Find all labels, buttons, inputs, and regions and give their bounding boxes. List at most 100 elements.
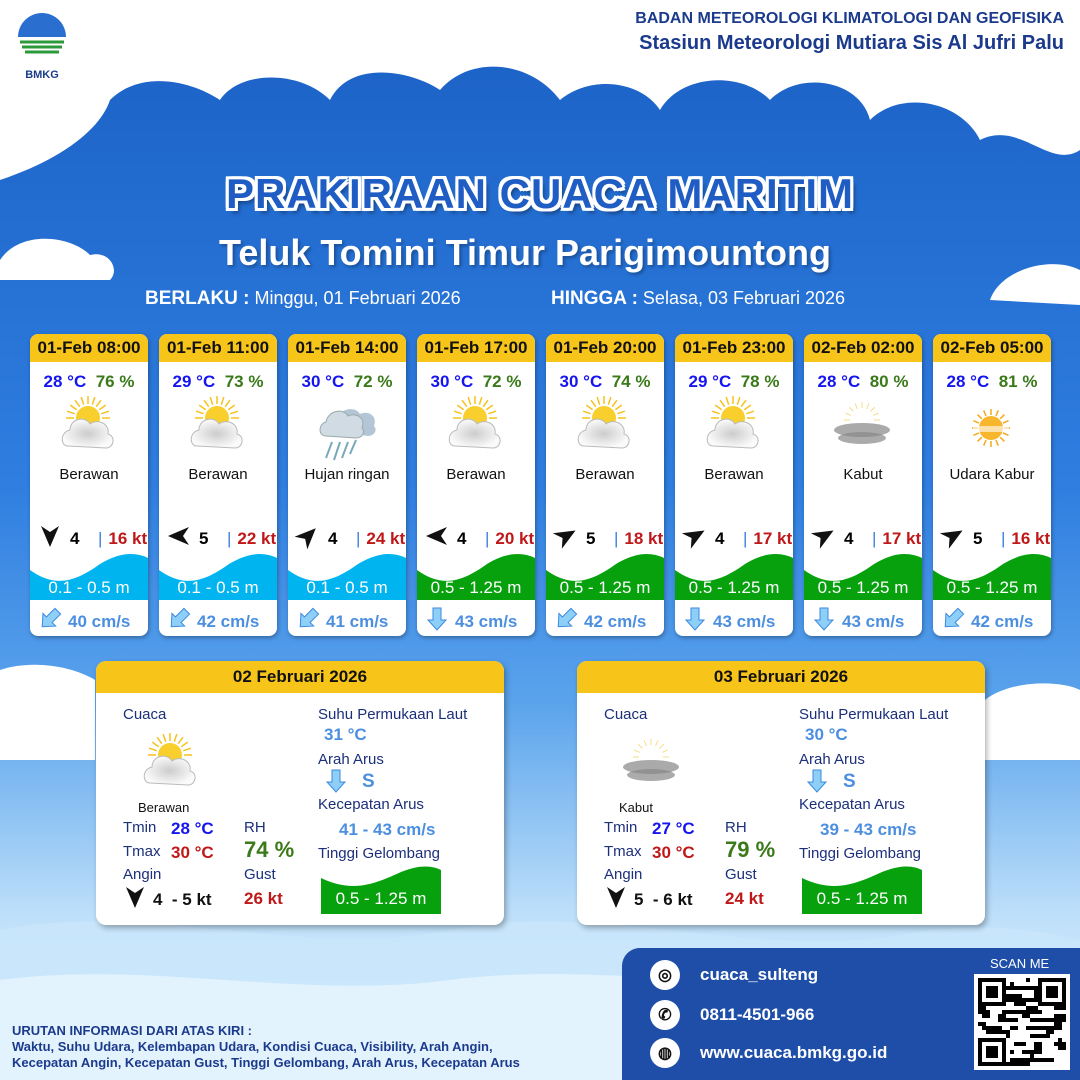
wind-direction-icon <box>425 524 449 553</box>
gust-speed: 20 kt <box>495 528 535 548</box>
current-direction: S <box>843 771 856 792</box>
current-speed: 43 cm/s <box>455 611 518 631</box>
instagram-contact[interactable]: ◎ cuaca_sulteng <box>650 960 818 990</box>
forecast-time: 01-Feb 11:00 <box>159 334 277 362</box>
globe-icon: ◍ <box>650 1038 680 1068</box>
wind-direction-icon <box>681 524 707 553</box>
wind-direction-icon <box>38 524 62 553</box>
wave-label: Tinggi Gelombang <box>799 845 922 862</box>
light-rain-icon <box>288 392 406 466</box>
sst-label: Suhu Permukaan Laut <box>318 706 468 723</box>
fog-icon <box>621 733 683 804</box>
bmkg-logo: BMKG <box>14 12 70 81</box>
current-speed: 43 cm/s <box>713 611 776 631</box>
wave-height: 0.5 - 1.25 m <box>816 889 908 908</box>
wind-label: Angin <box>123 866 162 883</box>
organization-header: BADAN METEOROLOGI KLIMATOLOGI DAN GEOFIS… <box>635 10 1064 55</box>
wind-speed: 5 <box>586 528 596 548</box>
divider: | <box>1001 528 1006 548</box>
humidity: 80 % <box>869 372 909 391</box>
weather-condition: Kabut <box>843 466 883 483</box>
wave-height: 0.5 - 1.25 m <box>559 578 651 597</box>
wind-direction-icon <box>939 524 965 553</box>
wave-height: 0.5 - 1.25 m <box>335 889 427 908</box>
tmax: 30 °C <box>652 843 695 862</box>
wind-speed: 4 <box>328 528 338 548</box>
gust-speed: 16 kt <box>1011 528 1051 548</box>
divider: | <box>356 528 361 548</box>
website-link[interactable]: ◍ www.cuaca.bmkg.go.id <box>650 1038 887 1068</box>
forecast-card: 02-Feb 02:00 28 °C 80 % Kabut 4 | 17 kt 0.… <box>804 334 922 636</box>
temperature: 29 °C <box>688 372 732 391</box>
wind-speed: 4 <box>715 528 725 548</box>
current-direction-icon <box>941 607 965 636</box>
wave-height: 0.5 - 1.25 m <box>946 578 1038 597</box>
contact-footer: ◎ cuaca_sulteng ✆ 0811-4501-966 ◍ www.cuaca… <box>622 948 1080 1080</box>
instagram-icon: ◎ <box>650 960 680 990</box>
weather-condition: Berawan <box>188 466 248 483</box>
wind-label: Angin <box>604 866 643 883</box>
daily-summary-panel: 03 Februari 2026 Cuaca Kabut Tmin 27 °C … <box>577 661 985 925</box>
forecast-card: 01-Feb 20:00 30 °C 74 % Berawan 5 | 18 kt … <box>546 334 664 636</box>
current-direction-icon <box>167 607 191 636</box>
weather-condition: Hujan ringan <box>304 466 390 483</box>
wave-height: 0.1 - 0.5 m <box>177 578 259 597</box>
wave-height-graphic <box>288 554 406 600</box>
weather-condition: Berawan <box>59 466 119 483</box>
wind-direction-icon <box>604 885 628 914</box>
page-title: PRAKIRAAN CUACA MARITIM <box>225 170 855 217</box>
wave-height: 0.1 - 0.5 m <box>306 578 388 597</box>
cloudy-icon <box>417 392 535 466</box>
forecast-card: 01-Feb 23:00 29 °C 78 % Berawan 4 | 17 kt … <box>675 334 793 636</box>
temperature: 28 °C <box>817 372 861 391</box>
gust: 24 kt <box>725 889 764 908</box>
temperature: 28 °C <box>43 372 87 391</box>
humidity: 78 % <box>740 372 780 391</box>
humidity: 81 % <box>998 372 1038 391</box>
gust-speed: 17 kt <box>753 528 793 548</box>
tmin: 28 °C <box>171 819 214 838</box>
qr-code[interactable] <box>974 974 1070 1070</box>
current-speed: 39 - 43 cm/s <box>820 820 917 839</box>
gust-label: Gust <box>244 866 276 883</box>
phone-contact[interactable]: ✆ 0811-4501-966 <box>650 1000 814 1030</box>
current-speed: 41 cm/s <box>326 611 389 631</box>
cloudy-icon <box>159 392 277 466</box>
forecast-time: 02-Feb 02:00 <box>804 334 922 362</box>
wind-speed: 5 <box>973 528 983 548</box>
current-direction-icon <box>425 607 449 636</box>
current-speed: 42 cm/s <box>971 611 1034 631</box>
divider: | <box>98 528 103 548</box>
wind-direction-icon <box>810 524 836 553</box>
wind-speed: 4 <box>844 528 854 548</box>
temperature: 28 °C <box>946 372 990 391</box>
panel-date: 03 Februari 2026 <box>577 661 985 693</box>
gust-speed: 16 kt <box>108 528 148 548</box>
temperature: 29 °C <box>172 372 216 391</box>
forecast-time: 01-Feb 17:00 <box>417 334 535 362</box>
wave-height-graphic <box>804 554 922 600</box>
current-direction-label: Arah Arus <box>799 751 865 768</box>
temperature: 30 °C <box>301 372 345 391</box>
weather-condition: Berawan <box>446 466 506 483</box>
gust-label: Gust <box>725 866 757 883</box>
wind-speed: 4 - 5 kt <box>153 889 212 909</box>
tmin-label: Tmin <box>604 819 638 836</box>
wave-height-graphic <box>30 554 148 600</box>
current-direction-label: Arah Arus <box>318 751 384 768</box>
temperature: 30 °C <box>430 372 474 391</box>
forecast-time: 01-Feb 20:00 <box>546 334 664 362</box>
tmax: 30 °C <box>171 843 214 862</box>
humidity: 72 % <box>353 372 393 391</box>
forecast-card: 01-Feb 11:00 29 °C 73 % Berawan 5 | 22 kt … <box>159 334 277 636</box>
scan-me-label: SCAN ME <box>990 956 1050 971</box>
wind-direction-icon <box>294 524 320 553</box>
wind-direction-icon <box>552 524 578 553</box>
forecast-time: 01-Feb 08:00 <box>30 334 148 362</box>
cuaca-label: Cuaca <box>604 706 648 723</box>
sea-surface-temp: 31 °C <box>324 725 367 744</box>
cuaca-label: Cuaca <box>123 706 167 723</box>
forecast-time: 01-Feb 14:00 <box>288 334 406 362</box>
current-speed: 42 cm/s <box>197 611 260 631</box>
sst-label: Suhu Permukaan Laut <box>799 706 949 723</box>
